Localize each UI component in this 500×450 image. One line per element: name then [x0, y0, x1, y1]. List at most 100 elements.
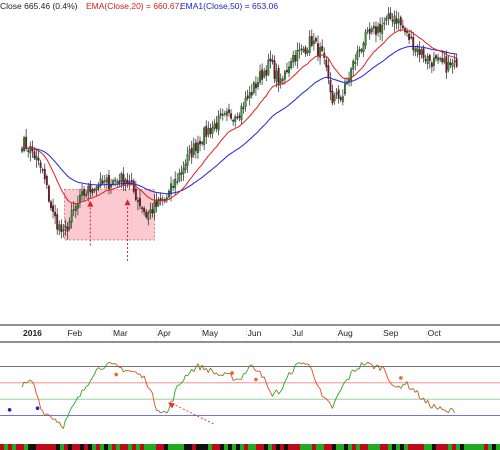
osc-segment — [365, 361, 369, 365]
signal-cell — [316, 444, 320, 450]
candle-body — [408, 33, 411, 40]
osc-segment — [394, 385, 397, 388]
osc-segment — [154, 403, 157, 411]
osc-segment — [280, 387, 284, 392]
signal-cell — [216, 444, 220, 450]
candle-body — [259, 71, 261, 83]
candle-body — [174, 178, 177, 189]
osc-segment — [52, 418, 56, 420]
candle-body — [68, 221, 71, 229]
candle-body — [47, 185, 50, 202]
signal-cell — [284, 444, 288, 450]
osc-segment — [433, 404, 437, 409]
osc-segment — [276, 389, 280, 395]
x-tick-label: Sep — [383, 328, 398, 338]
candle-body — [124, 179, 127, 184]
candle-body — [62, 229, 65, 232]
osc-segment — [230, 374, 234, 381]
candle-body — [335, 92, 338, 95]
signal-cell — [396, 444, 400, 450]
osc-segment — [425, 400, 429, 404]
signal-arrow-head — [87, 200, 94, 207]
signal-cell — [496, 444, 500, 450]
ema20-legend: EMA(Close,20) = 660.67, — [86, 1, 182, 11]
osc-segment — [38, 399, 42, 409]
candle-body — [397, 19, 400, 24]
osc-segment — [214, 372, 217, 375]
osc-segment — [317, 385, 321, 390]
osc-segment — [321, 396, 325, 398]
signal-cell — [276, 444, 280, 450]
osc-segment — [307, 363, 311, 367]
candle-body — [310, 35, 313, 46]
signal-cell — [312, 444, 316, 450]
candle-body — [312, 40, 315, 45]
signal-cell — [468, 444, 472, 450]
signal-cell — [288, 444, 292, 450]
x-tick-label: May — [202, 328, 219, 338]
candle-body — [101, 180, 104, 184]
signal-cell — [48, 444, 52, 450]
osc-marker — [35, 406, 40, 411]
candle-body — [23, 137, 25, 152]
osc-segment — [151, 393, 155, 404]
candle-body — [79, 194, 81, 203]
signal-cell — [208, 444, 212, 450]
candle-body — [145, 211, 148, 218]
osc-segment — [31, 381, 35, 386]
signal-cell — [448, 444, 452, 450]
signal-cell — [140, 444, 144, 450]
candle-body — [406, 31, 408, 33]
signal-cell — [156, 444, 160, 450]
signal-cell — [256, 444, 260, 450]
candle-body — [244, 97, 247, 108]
osc-segment — [191, 368, 195, 373]
signal-cell — [420, 444, 424, 450]
signal-cell — [12, 444, 16, 450]
signal-cell — [428, 444, 432, 450]
signal-cell — [64, 444, 68, 450]
candle-body — [184, 163, 187, 170]
signal-cell — [180, 444, 184, 450]
osc-segment — [160, 411, 164, 414]
candle-body — [238, 115, 241, 118]
osc-segment — [282, 381, 286, 389]
osc-segment — [57, 421, 60, 424]
candle-body — [267, 59, 270, 75]
osc-segment — [172, 390, 176, 402]
signal-cell — [196, 444, 200, 450]
osc-segment — [189, 369, 193, 374]
signal-cell — [152, 444, 156, 450]
candle-body — [83, 189, 86, 196]
signal-cell — [200, 444, 204, 450]
x-tick-label: Jun — [248, 328, 262, 338]
osc-segment — [344, 379, 348, 383]
osc-segment — [222, 372, 226, 377]
osc-segment — [309, 365, 313, 370]
osc-segment — [69, 407, 73, 412]
osc-segment — [274, 389, 277, 393]
candle-body — [219, 113, 222, 116]
candle-body — [368, 28, 371, 34]
signal-cell — [220, 444, 224, 450]
candle-body — [201, 142, 204, 144]
signal-cell — [192, 444, 196, 450]
candle-body — [250, 91, 253, 96]
candle-body — [39, 162, 42, 168]
candle-body — [223, 112, 226, 115]
candle-body — [105, 177, 108, 183]
osc-segment — [388, 379, 391, 383]
signal-cell — [212, 444, 216, 450]
candle-body — [93, 189, 96, 191]
osc-segment — [301, 362, 304, 365]
signal-cell — [28, 444, 32, 450]
candle-body — [283, 71, 286, 80]
signal-cell — [292, 444, 296, 450]
candle-body — [331, 91, 334, 104]
candle-body — [136, 200, 139, 203]
candle-body — [64, 226, 67, 228]
signal-cell — [124, 444, 128, 450]
osc-segment — [390, 382, 393, 386]
osc-segment — [174, 385, 178, 391]
candle-body — [298, 49, 301, 52]
